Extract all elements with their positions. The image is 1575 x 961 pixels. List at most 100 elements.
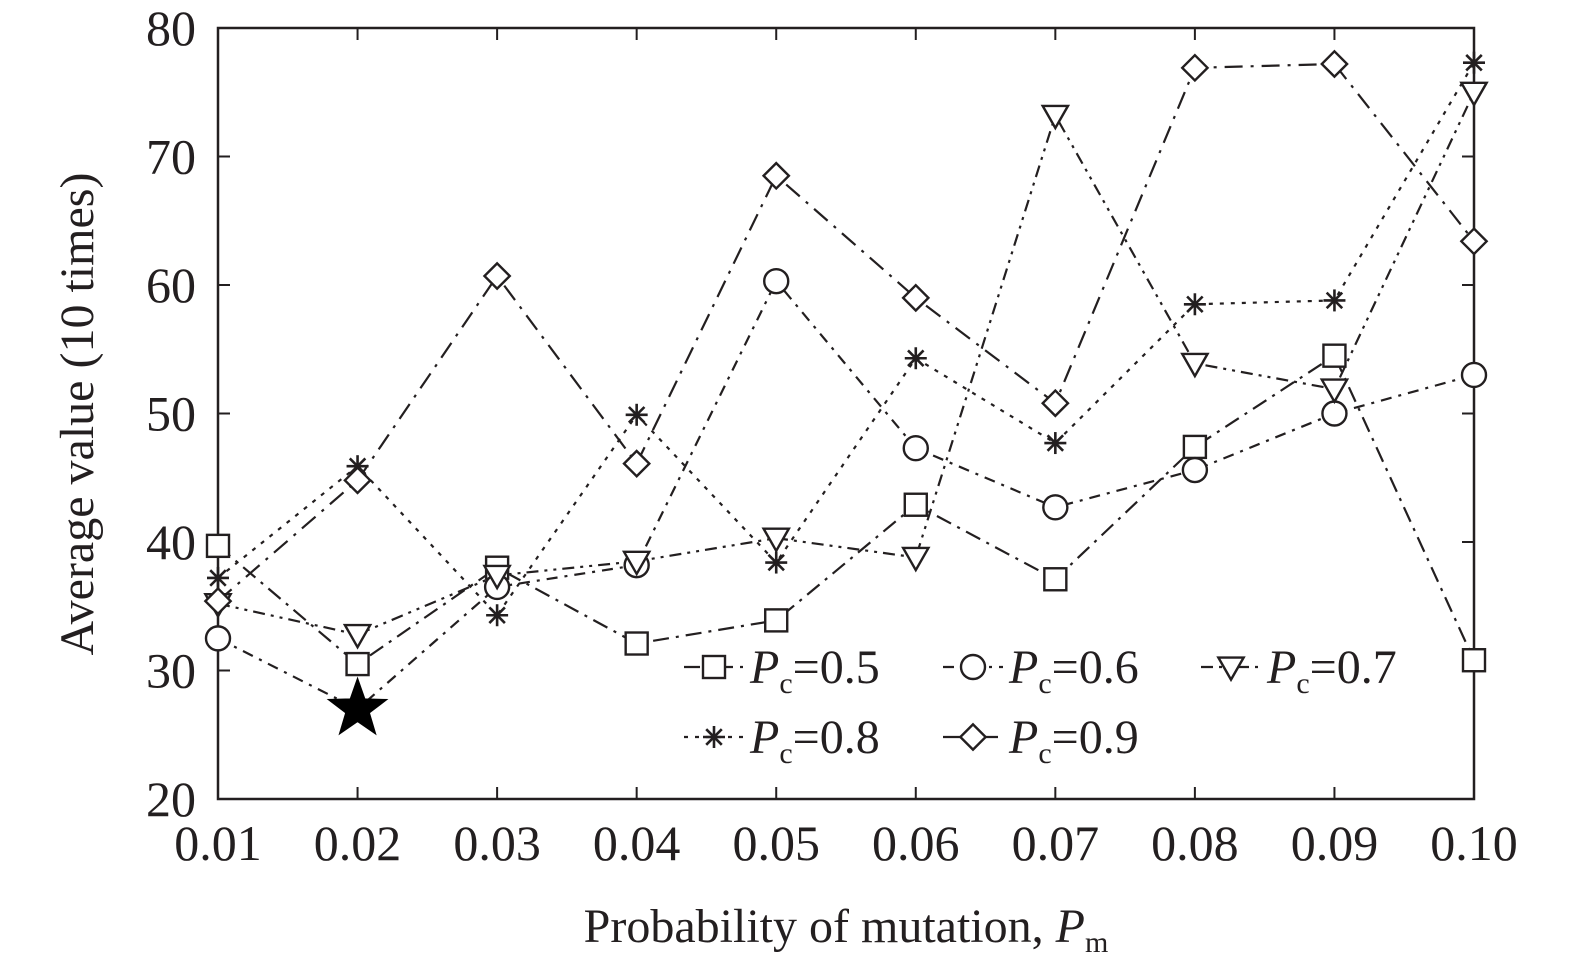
x-tick-label: 0.10 bbox=[1430, 815, 1518, 871]
data-point-diamond bbox=[1320, 49, 1349, 79]
asterisk-stroke bbox=[1465, 53, 1483, 72]
data-point-circle bbox=[763, 267, 790, 295]
data-point-square bbox=[1322, 343, 1347, 368]
y-tick-label: 80 bbox=[146, 0, 196, 56]
y-tick-label: 50 bbox=[146, 386, 196, 442]
data-point-square bbox=[1461, 648, 1487, 673]
data-point-asterisk bbox=[765, 551, 788, 574]
y-axis-title: Average value (10 times) bbox=[51, 173, 104, 656]
data-point-asterisk bbox=[1323, 289, 1346, 312]
asterisk-stroke bbox=[488, 606, 506, 624]
series-line-asterisk bbox=[217, 62, 1475, 617]
data-point-square bbox=[903, 492, 928, 517]
legend-symbol: P bbox=[749, 641, 779, 694]
data-point-triangle-down bbox=[1040, 104, 1071, 131]
series-line-triangle-down bbox=[217, 91, 1475, 636]
data-point-diamond bbox=[343, 465, 372, 495]
x-axis-title: Probability of mutation, Pm bbox=[584, 900, 1109, 959]
tick-labels: 0.01 0.02 0.03 0.04 0.05 0.06 0.07 0.08 0.09 0.10… bbox=[146, 0, 1518, 871]
legend-label: Pc=0.8 bbox=[749, 711, 880, 770]
data-point-diamond bbox=[203, 586, 233, 616]
legend-item: Pc=0.7 bbox=[1201, 641, 1397, 700]
legend-symbol: P bbox=[1008, 641, 1038, 694]
asterisk-stroke bbox=[627, 406, 646, 424]
legend-item: Pc=0.5 bbox=[684, 641, 880, 700]
y-tick-label: 20 bbox=[146, 771, 196, 827]
data-point-diamond bbox=[901, 283, 931, 313]
series-lines bbox=[217, 62, 1476, 711]
data-point-triangle-down bbox=[901, 546, 931, 573]
asterisk-stroke bbox=[1186, 295, 1204, 313]
legend-label: Pc=0.5 bbox=[749, 641, 880, 700]
asterisk-stroke bbox=[1046, 434, 1065, 452]
legend-value: =0.6 bbox=[1052, 641, 1139, 694]
asterisk-stroke bbox=[907, 349, 925, 367]
legend-marker-diamond bbox=[958, 722, 988, 752]
y-tick-label: 40 bbox=[146, 514, 196, 570]
asterisk-stroke bbox=[767, 553, 785, 572]
data-point-asterisk bbox=[1044, 432, 1067, 455]
data-point-diamond bbox=[1180, 53, 1210, 83]
x-tick-label: 0.02 bbox=[314, 815, 402, 871]
legend-item: Pc=0.6 bbox=[943, 641, 1139, 700]
x-tick-label: 0.09 bbox=[1291, 815, 1379, 871]
data-point-circle bbox=[1181, 456, 1209, 484]
asterisk-stroke bbox=[1325, 291, 1344, 310]
data-point-asterisk bbox=[1463, 51, 1485, 74]
data-point-diamond bbox=[761, 161, 791, 191]
legend-marker-square bbox=[701, 654, 727, 680]
data-point-square bbox=[1182, 434, 1208, 460]
x-axis-title-text: Probability of mutation, bbox=[584, 900, 1056, 953]
asterisk-stroke bbox=[705, 728, 723, 746]
data-point-square bbox=[624, 631, 649, 656]
legend-label: Pc=0.7 bbox=[1266, 641, 1397, 700]
data-point-diamond bbox=[1040, 388, 1070, 418]
x-tick-label: 0.01 bbox=[174, 815, 262, 871]
data-point-square bbox=[345, 651, 370, 677]
legend-item: Pc=0.8 bbox=[684, 711, 880, 770]
legend-item: Pc=0.9 bbox=[943, 711, 1139, 770]
x-axis-title-subscript: m bbox=[1085, 926, 1108, 959]
x-tick-label: 0.03 bbox=[453, 815, 541, 871]
legend-subscript: c bbox=[779, 667, 792, 700]
data-point-asterisk bbox=[904, 347, 927, 370]
data-point-triangle-down bbox=[342, 623, 373, 650]
y-tick-label: 60 bbox=[146, 257, 196, 313]
data-point-triangle-down bbox=[482, 564, 512, 591]
data-point-asterisk bbox=[625, 403, 648, 426]
data-point-square bbox=[1043, 567, 1068, 592]
legend-value: =0.9 bbox=[1052, 711, 1139, 764]
series-line-diamond bbox=[217, 62, 1475, 602]
legend-value: =0.5 bbox=[793, 641, 880, 694]
data-point-circle bbox=[1321, 400, 1348, 427]
optimum-star-icon bbox=[326, 676, 389, 736]
series-markers bbox=[203, 49, 1489, 723]
legend-symbol: P bbox=[749, 711, 779, 764]
data-point-diamond bbox=[1459, 226, 1489, 256]
data-point-triangle-down bbox=[1459, 81, 1489, 108]
data-point-circle bbox=[1042, 494, 1069, 521]
data-point-diamond bbox=[622, 449, 652, 478]
data-point-asterisk bbox=[486, 604, 509, 627]
data-point-triangle-down bbox=[761, 527, 791, 554]
data-point-asterisk bbox=[207, 566, 229, 589]
data-point-circle bbox=[902, 434, 929, 462]
asterisk-stroke bbox=[209, 569, 227, 587]
legend-subscript: c bbox=[1038, 667, 1051, 700]
legend-value: =0.7 bbox=[1310, 641, 1397, 694]
x-tick-label: 0.07 bbox=[1012, 815, 1100, 871]
y-tick-label: 30 bbox=[146, 643, 196, 699]
x-tick-label: 0.05 bbox=[732, 815, 820, 871]
data-point-square bbox=[205, 533, 231, 559]
data-point-asterisk bbox=[1183, 293, 1206, 316]
legend-label: Pc=0.6 bbox=[1008, 641, 1139, 700]
x-tick-label: 0.08 bbox=[1151, 815, 1239, 871]
legend-value: =0.8 bbox=[793, 711, 880, 764]
legend-marker-triangle-down bbox=[1216, 656, 1246, 683]
legend-symbol: P bbox=[1008, 711, 1038, 764]
data-point-circle bbox=[204, 625, 232, 652]
x-tick-label: 0.06 bbox=[872, 815, 960, 871]
x-axis-title-symbol: P bbox=[1055, 900, 1085, 953]
legend: Pc=0.5 Pc=0.6 Pc=0.7Pc=0.8 Pc=0.9 bbox=[684, 641, 1397, 770]
